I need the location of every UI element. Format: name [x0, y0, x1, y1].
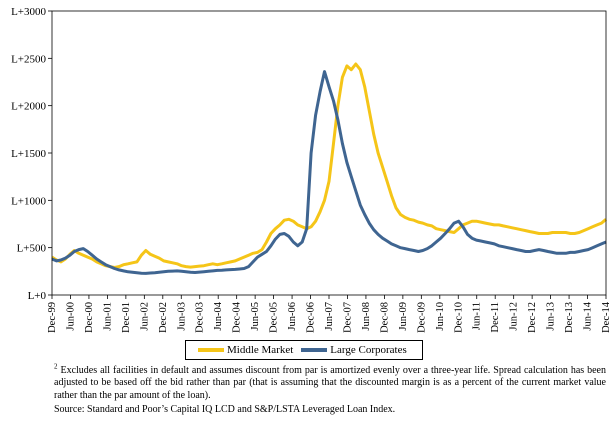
y-tick-label: L+500 [17, 243, 47, 255]
x-tick-label: Jun-14 [583, 301, 594, 330]
x-tick-label: Jun-12 [509, 302, 520, 331]
x-tick-label: Jun-05 [250, 302, 261, 331]
x-tick-label: Dec-05 [269, 302, 280, 333]
x-tick-label: Jun-02 [139, 302, 150, 331]
x-tick-label: Jun-08 [361, 302, 372, 331]
x-tick-label: Dec-00 [84, 302, 95, 333]
footnote-text: Excludes all facilities in default and a… [54, 365, 606, 401]
x-tick-label: Jun-04 [213, 301, 224, 330]
x-tick-label: Dec-08 [379, 302, 390, 333]
legend-swatch-large-corporates [301, 348, 328, 352]
series-line-large-corporates [51, 70, 607, 275]
x-tick-label: Dec-04 [232, 301, 243, 333]
y-tick-label: L+1500 [11, 148, 46, 160]
y-axis-ticks: L+0 L+500 L+1000 L+1500 L+2000 L+2500 L+3000 [11, 6, 52, 302]
y-tick-label: L+2000 [11, 101, 46, 113]
x-tick-label: Jun-03 [176, 302, 187, 331]
x-tick-label: Jun-07 [324, 302, 335, 331]
series-line-middle-market [51, 62, 607, 269]
y-tick-label: L+1000 [11, 195, 46, 207]
footnote: 2 Excludes all facilities in default and… [54, 362, 606, 402]
x-tick-label: Dec-11 [490, 302, 501, 333]
x-tick-label: Dec-14 [601, 301, 612, 333]
x-tick-label: Dec-01 [121, 302, 132, 333]
x-tick-label: Dec-13 [564, 302, 575, 333]
x-tick-label: Dec-02 [158, 302, 169, 333]
x-tick-label: Jun-00 [65, 302, 76, 331]
x-tick-label: Jun-13 [546, 302, 557, 331]
x-axis-ticks: Dec-99 Jun-00 Dec-00 Jun-01 Dec-01 Jun-02 Dec-… [47, 295, 612, 333]
legend-item-large-corporates: Large Corporates [301, 344, 407, 356]
x-tick-label: Dec-10 [453, 302, 464, 333]
legend-swatch-middle-market [198, 348, 224, 352]
y-tick-label: L+0 [28, 290, 47, 302]
spread-line-chart: L+0 L+500 L+1000 L+1500 L+2000 L+2500 L+3000 D… [11, 6, 612, 333]
legend-label-middle-market: Middle Market [227, 344, 294, 356]
x-tick-label: Jun-10 [435, 302, 446, 331]
x-tick-label: Jun-01 [102, 302, 113, 331]
x-tick-label: Dec-07 [342, 302, 353, 333]
x-tick-label: Jun-11 [472, 302, 483, 330]
legend-label-large-corporates: Large Corporates [330, 344, 407, 356]
x-tick-label: Jun-09 [398, 302, 409, 331]
chart-legend: Middle Market Large Corporates [185, 340, 423, 360]
y-tick-label: L+3000 [11, 6, 46, 18]
x-tick-label: Jun-06 [287, 302, 298, 331]
x-tick-label: Dec-03 [195, 302, 206, 333]
x-tick-label: Dec-06 [306, 302, 317, 333]
x-tick-label: Dec-12 [527, 302, 538, 333]
chart-notes: 2 Excludes all facilities in default and… [54, 362, 606, 416]
series-lines [51, 62, 607, 275]
footnote-marker: 2 [54, 362, 58, 371]
plot-area-frame [51, 10, 607, 296]
source-note: Source: Standard and Poor’s Capital IQ L… [54, 403, 396, 415]
x-tick-label: Dec-99 [47, 302, 58, 333]
y-tick-label: L+2500 [11, 53, 46, 65]
legend-item-middle-market: Middle Market [198, 344, 293, 356]
x-tick-label: Dec-09 [416, 302, 427, 333]
